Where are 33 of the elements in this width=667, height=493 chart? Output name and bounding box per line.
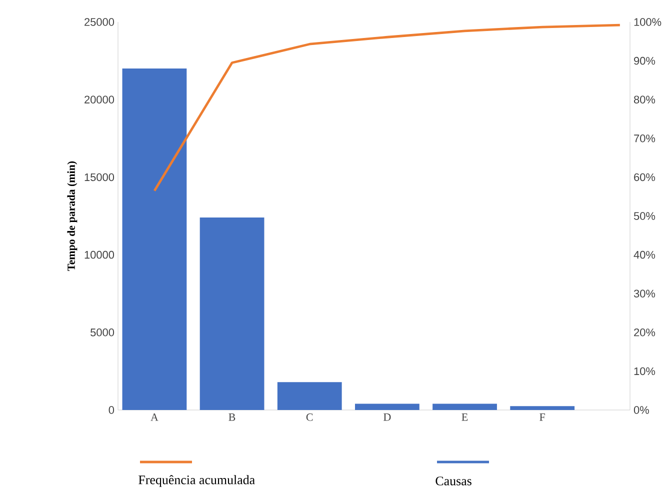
- y-tick-label: 20000: [84, 96, 114, 104]
- y-tick-label: 25000: [84, 18, 114, 26]
- y2-tick-label: 100%: [634, 18, 662, 26]
- y-axis-title: Tempo de parada (min): [67, 161, 78, 271]
- legend-label: Frequência acumulada: [138, 475, 255, 487]
- y-tick-label: 15000: [84, 173, 114, 182]
- x-tick-label: F: [540, 414, 545, 421]
- y2-tick-label: 80%: [634, 96, 656, 104]
- y-tick-label: 10000: [84, 250, 114, 259]
- y2-tick-label: 70%: [634, 134, 656, 142]
- bar: [432, 404, 497, 410]
- y2-tick-label: 20%: [634, 328, 656, 336]
- bar: [200, 218, 264, 410]
- x-tick-label: B: [228, 414, 236, 421]
- x-tick-label: D: [384, 414, 391, 421]
- bar: [122, 68, 187, 410]
- x-tick-label: C: [306, 414, 313, 421]
- y2-tick-label: 30%: [634, 290, 656, 298]
- x-tick-label: A: [150, 414, 158, 421]
- legend-label: Causas: [436, 476, 472, 486]
- y2-tick-label: 0%: [634, 406, 649, 414]
- x-tick-label: E: [462, 414, 468, 421]
- y2-tick-label: 10%: [634, 367, 656, 376]
- y-tick-label: 5000: [90, 328, 114, 336]
- y-tick-label: 0: [108, 406, 114, 414]
- bar: [277, 382, 342, 410]
- y2-tick-label: 60%: [634, 173, 656, 182]
- y2-tick-label: 50%: [634, 212, 656, 220]
- y2-tick-label: 40%: [634, 250, 656, 259]
- bar: [510, 406, 575, 410]
- bar: [354, 404, 420, 410]
- y2-tick-label: 90%: [634, 56, 656, 65]
- line-series: [153, 24, 622, 192]
